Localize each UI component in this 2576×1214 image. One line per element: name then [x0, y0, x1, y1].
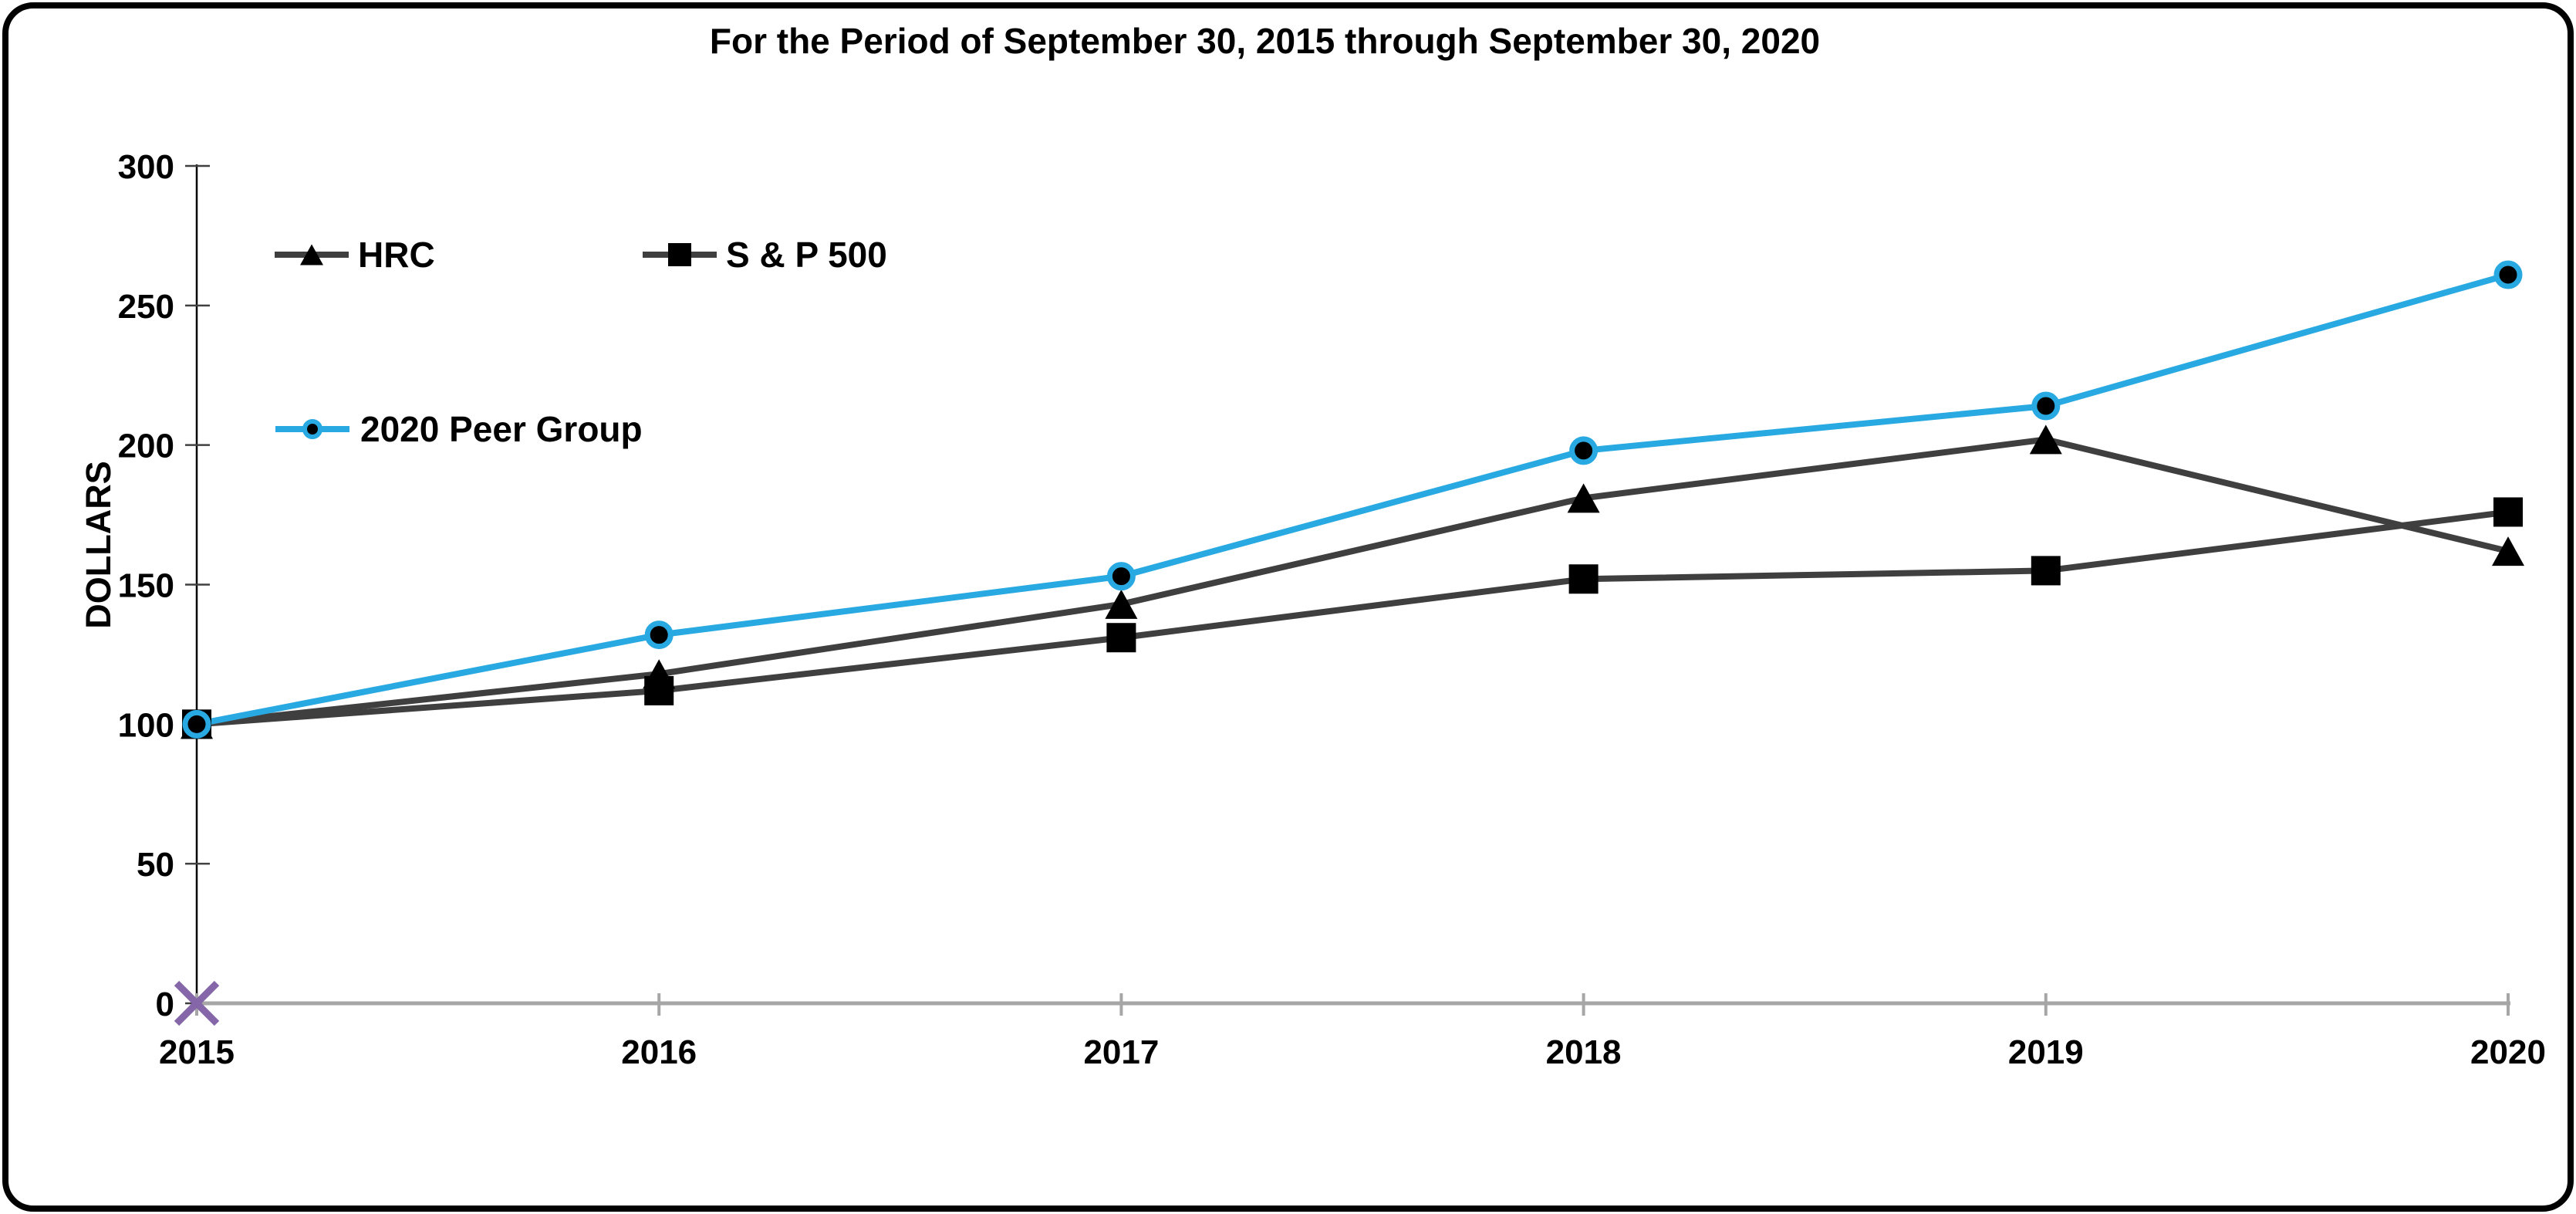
x-tick-label: 2017: [1083, 1033, 1159, 1071]
x-tick-label: 2016: [621, 1033, 697, 1071]
legend-triangle-icon: [300, 244, 323, 265]
marker-2020-peer-group-2018: [1569, 436, 1599, 465]
x-tick-label: 2019: [2008, 1033, 2084, 1071]
y-tick-label: 100: [118, 706, 174, 744]
legend-square-icon: [668, 243, 691, 266]
x-tick-label: 2015: [159, 1033, 235, 1071]
y-tick-label: 0: [156, 986, 174, 1023]
series-line-hrc: [196, 436, 2509, 728]
marker-2020-peer-group-2017: [1106, 562, 1136, 591]
marker-hrc-2017: [1105, 589, 1138, 619]
marker-s-p-500-2017: [1106, 623, 1136, 653]
series-line-2020-peer-group: [196, 272, 2510, 728]
legend-label-hrc: HRC: [358, 235, 435, 275]
series-line-s-p-500: [196, 509, 2509, 728]
marker-s-p-500-2019: [2031, 556, 2061, 586]
y-tick-label: 300: [118, 148, 174, 186]
y-tick-label: 150: [118, 566, 174, 604]
chart-title: For the Period of September 30, 2015 thr…: [709, 21, 1821, 61]
legend-label-2020-peer-group: 2020 Peer Group: [360, 409, 643, 449]
marker-hrc-2019: [2029, 424, 2062, 455]
y-tick-label: 50: [137, 846, 174, 884]
x-tick-label: 2018: [1546, 1033, 1622, 1071]
legend-label-s-p-500: S & P 500: [726, 235, 887, 275]
marker-hrc-2020: [2492, 536, 2524, 566]
marker-2020-peer-group-2019: [2031, 391, 2061, 421]
y-tick-label: 200: [118, 428, 174, 465]
origin-x-marker: [174, 980, 220, 1026]
y-tick-label: 250: [118, 288, 174, 326]
marker-s-p-500-2016: [644, 675, 674, 705]
x-tick-label: 2020: [2470, 1033, 2546, 1071]
marker-s-p-500-2018: [1568, 564, 1599, 594]
marker-2020-peer-group-2016: [644, 621, 674, 650]
marker-hrc-2018: [1567, 483, 1600, 513]
marker-2020-peer-group-2015: [182, 709, 211, 739]
legend-circle-icon: [302, 419, 322, 439]
marker-2020-peer-group-2020: [2493, 260, 2523, 289]
marker-s-p-500-2020: [2493, 497, 2523, 527]
